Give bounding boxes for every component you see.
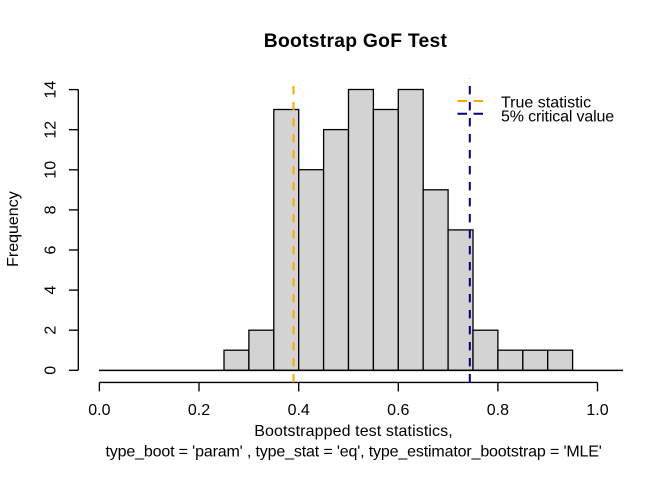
svg-text:0.8: 0.8: [487, 402, 509, 419]
svg-text:12: 12: [43, 121, 60, 139]
svg-text:6: 6: [43, 245, 60, 254]
svg-text:14: 14: [43, 81, 60, 99]
svg-text:8: 8: [43, 205, 60, 214]
svg-text:0: 0: [43, 366, 60, 375]
svg-text:Bootstrapped test statistics,: Bootstrapped test statistics,: [254, 423, 453, 440]
svg-text:4: 4: [43, 286, 60, 295]
svg-text:2: 2: [43, 326, 60, 335]
svg-text:10: 10: [43, 161, 60, 179]
svg-text:Frequency: Frequency: [5, 191, 22, 267]
svg-text:0.6: 0.6: [387, 402, 409, 419]
svg-text:0.4: 0.4: [288, 402, 310, 419]
svg-text:0.2: 0.2: [188, 402, 210, 419]
svg-text:5% critical value: 5% critical value: [501, 109, 614, 126]
svg-text:1.0: 1.0: [586, 402, 608, 419]
svg-text:True statistic: True statistic: [501, 95, 591, 112]
svg-text:type_boot = 'param' , type_sta: type_boot = 'param' , type_stat = 'eq', …: [105, 444, 601, 461]
svg-text:0.0: 0.0: [88, 402, 110, 419]
svg-text:Bootstrap GoF Test: Bootstrap GoF Test: [264, 31, 448, 52]
